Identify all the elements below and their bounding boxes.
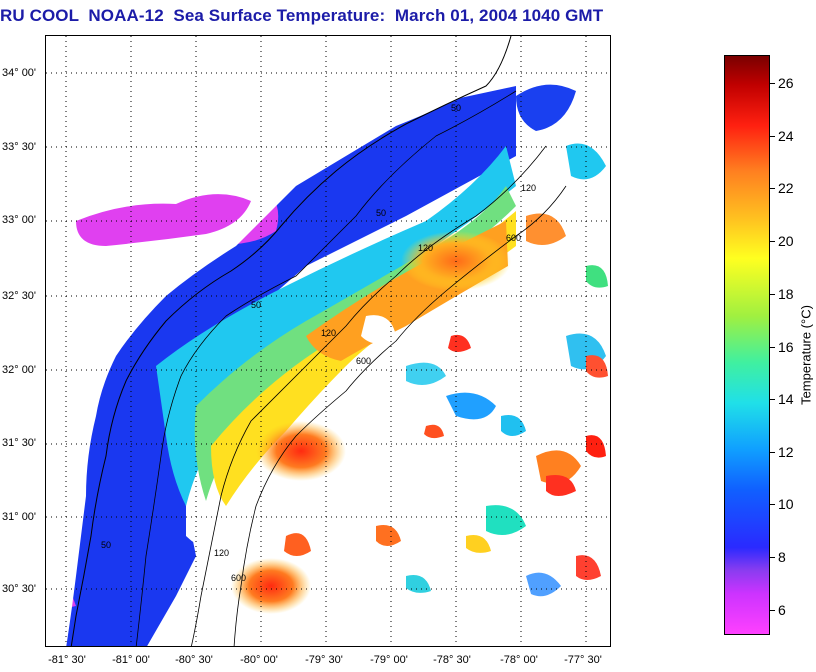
lat-label-30-30: 30° 30': [2, 583, 37, 595]
isobath-120m: [191, 145, 547, 646]
colorbar-tick: [770, 241, 775, 242]
colorbar-tick: [770, 504, 775, 505]
colorbar-label-20: 20: [778, 233, 794, 249]
isobath-label-600: 600: [506, 233, 521, 243]
map-title: RU COOL NOAA-12 Sea Surface Temperature:…: [0, 6, 604, 25]
colorbar-label-18: 18: [778, 286, 794, 302]
sst-map: 50 50 50 50 120 120 120 120 600 600 600: [45, 35, 611, 647]
colorbar-title: Temperature (°C): [798, 305, 814, 405]
lon-label-79-30: -79° 30': [305, 654, 343, 666]
colorbar-tick: [770, 557, 775, 558]
colorbar-label-26: 26: [778, 75, 794, 91]
land-mass: [46, 36, 516, 646]
colorbar-label-12: 12: [778, 444, 794, 460]
lon-label-77-30: -77° 30': [564, 654, 602, 666]
colorbar-tick: [770, 610, 775, 611]
graticule: [46, 36, 610, 646]
lon-label-79-00: -79° 00': [370, 654, 408, 666]
colorbar-tick: [770, 188, 775, 189]
colorbar-label-24: 24: [778, 128, 794, 144]
lat-label-34-00: 34° 00': [2, 67, 37, 79]
colorbar-label-6: 6: [778, 602, 786, 618]
isobath-label-120: 120: [214, 548, 229, 558]
colorbar-tick: [770, 83, 775, 84]
isobath-600m: [233, 185, 567, 646]
colorbar-tick: [770, 452, 775, 453]
isobath-label-120: 120: [418, 243, 433, 253]
lat-label-33-00: 33° 00': [2, 214, 37, 226]
colorbar-tick: [770, 399, 775, 400]
isobath-label-50: 50: [251, 300, 261, 310]
lon-label-78-30: -78° 30': [433, 654, 471, 666]
lon-label-80-00: -80° 00': [240, 654, 278, 666]
lon-label-81-30: -81° 30': [48, 654, 86, 666]
isobath-label-120: 120: [321, 328, 336, 338]
isobath-label-120: 120: [521, 183, 536, 193]
lat-label-32-30: 32° 30': [2, 290, 37, 302]
colorbar-label-16: 16: [778, 339, 794, 355]
isobath-label-600: 600: [231, 573, 246, 583]
cloud-cover: [356, 36, 610, 646]
colorbar-tick: [770, 347, 775, 348]
temperature-colorbar: [724, 55, 770, 635]
lat-label-33-30: 33° 30': [2, 141, 37, 153]
sst-map-image: 50 50 50 50 120 120 120 120 600 600 600: [46, 36, 610, 646]
warm-core-south: [231, 558, 311, 614]
coastline: [70, 36, 512, 646]
magenta-sound-water: [76, 194, 251, 246]
lat-label-32-00: 32° 00': [2, 364, 37, 376]
colorbar-tick: [770, 294, 775, 295]
cloud-cover: [361, 315, 396, 344]
colorbar-tick: [770, 136, 775, 137]
gulf-stream-warm-core: [256, 421, 346, 481]
colorbar-label-14: 14: [778, 391, 794, 407]
isobath-label-50: 50: [101, 540, 111, 550]
isobath-label-50: 50: [376, 208, 386, 218]
lon-label-80-30: -80° 30': [175, 654, 213, 666]
cloud-cover: [186, 506, 264, 556]
lat-label-31-00: 31° 00': [2, 511, 37, 523]
lat-label-31-30: 31° 30': [2, 437, 37, 449]
colorbar-label-10: 10: [778, 496, 794, 512]
isobath-label-600: 600: [356, 356, 371, 366]
isobath-label-50: 50: [451, 103, 461, 113]
colorbar-label-8: 8: [778, 549, 786, 565]
offshore-sst-patches: [284, 84, 608, 597]
isobath-50m: [135, 90, 517, 646]
lon-label-78-00: -78° 00': [500, 654, 538, 666]
lon-label-81-00: -81° 00': [112, 654, 150, 666]
colorbar-label-22: 22: [778, 180, 794, 196]
